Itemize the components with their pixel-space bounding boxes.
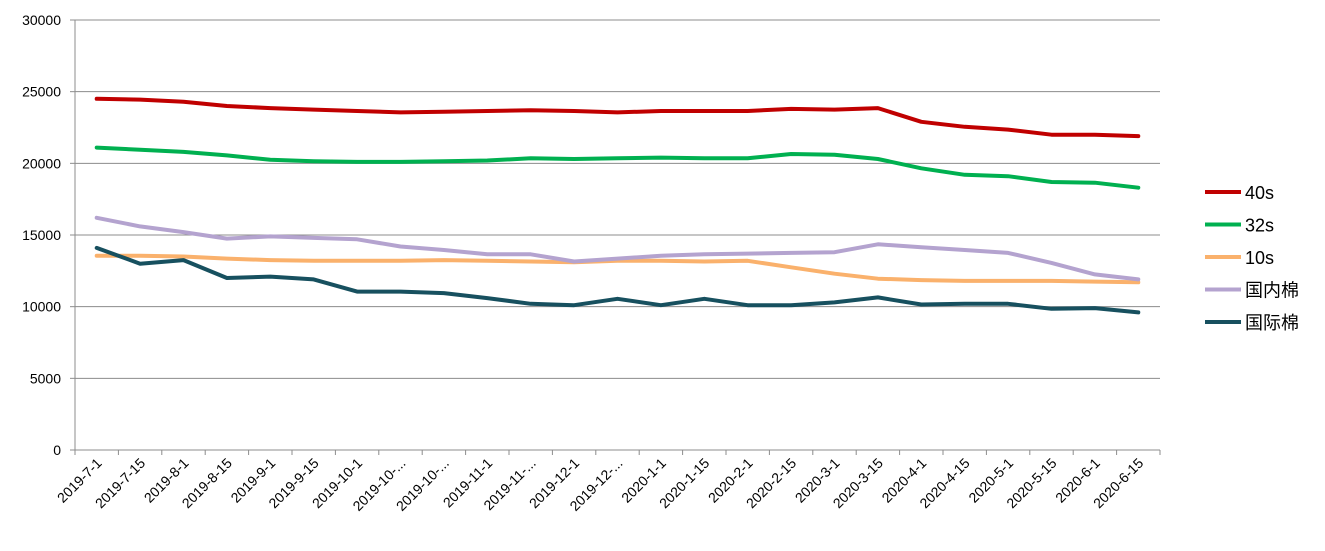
series-line-0 [94,96,1141,139]
axes [70,19,1161,455]
y-tick-label: 15000 [22,227,61,243]
legend-label: 国际棉 [1245,313,1299,333]
y-tick-label: 0 [53,442,61,458]
series-line-3 [94,215,1141,282]
legend-label: 32s [1245,216,1274,236]
y-tick-label: 30000 [22,12,61,28]
y-tick-label: 10000 [22,299,61,315]
y-tick-label: 5000 [30,370,61,386]
y-tick-label: 25000 [22,84,61,100]
legend-label: 10s [1245,248,1274,268]
series-lines [94,96,1141,315]
series-line-4 [94,245,1141,315]
legend-label: 40s [1245,183,1274,203]
legend-label: 国内棉 [1245,281,1299,301]
y-tick-labels: 0 5000 10000 15000 20000 25000 30000 [22,12,61,458]
series-line-2 [94,253,1141,285]
y-tick-label: 20000 [22,155,61,171]
series-line-1 [94,145,1141,190]
gridlines [75,19,1160,379]
x-tick-labels: 2019-7-12019-7-152019-8-12019-8-152019-9… [54,455,1147,514]
